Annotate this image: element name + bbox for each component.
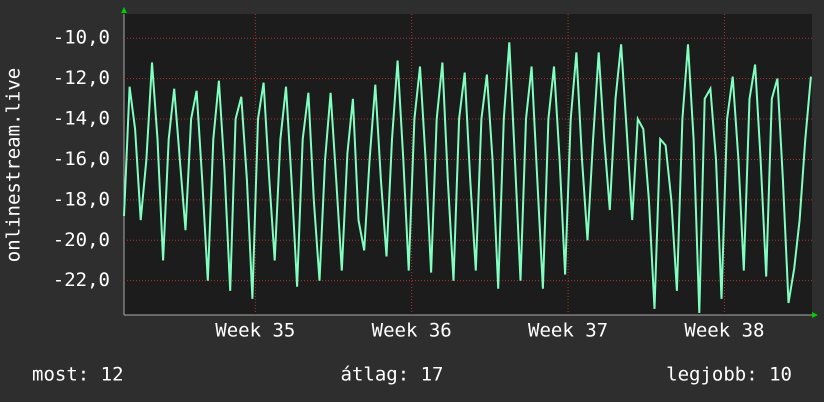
y-tick-label: -16,0 <box>53 148 110 170</box>
y-tick-label: -14,0 <box>53 108 110 130</box>
y-tick-label: -12,0 <box>53 67 110 89</box>
plot-area <box>124 14 812 315</box>
axis-arrow <box>121 7 127 13</box>
x-tick-label: Week 37 <box>528 320 608 342</box>
y-axis-label: onlinestream.live <box>3 68 25 262</box>
y-tick-label: -20,0 <box>53 229 110 251</box>
axis-arrow <box>812 312 818 318</box>
y-tick-label: -10,0 <box>53 27 110 49</box>
footer-current: most: 12 <box>32 364 124 386</box>
data-line <box>123 42 812 314</box>
x-tick-label: Week 35 <box>215 320 295 342</box>
footer-best: legjobb: 10 <box>666 364 792 386</box>
y-tick-label: -18,0 <box>53 188 110 210</box>
y-tick-label: -22,0 <box>53 269 110 291</box>
x-tick-label: Week 38 <box>684 320 764 342</box>
x-tick-label: Week 36 <box>372 320 452 342</box>
footer-average: átlag: 17 <box>341 364 444 386</box>
